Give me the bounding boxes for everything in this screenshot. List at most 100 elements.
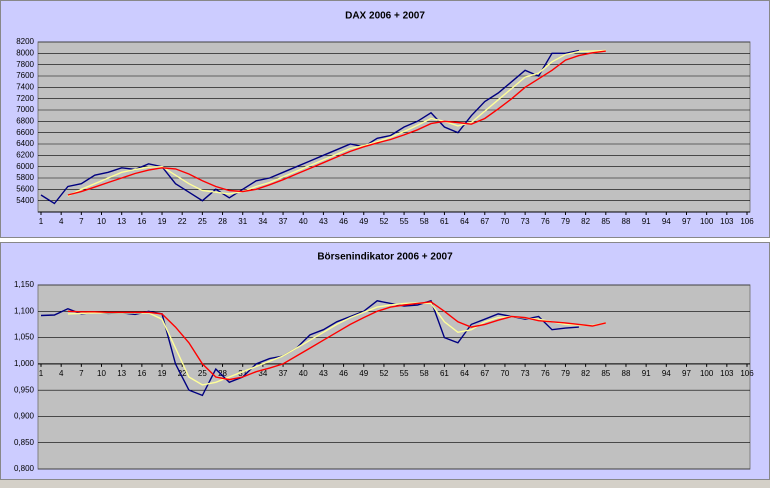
x-tick-label: 55 xyxy=(400,217,409,226)
chart-dax: DAX 2006 + 2007 5400 5600 5800 6000 6200 6400… xyxy=(0,0,770,238)
x-tick-label: 58 xyxy=(420,217,429,226)
taskbar-strip xyxy=(0,480,770,488)
x-tick-label: 28 xyxy=(218,369,227,378)
x-tick-label: 88 xyxy=(622,369,631,378)
chart-title: DAX 2006 + 2007 xyxy=(345,11,425,22)
x-tick-label: 16 xyxy=(137,369,146,378)
x-tick-label: 67 xyxy=(480,217,489,226)
x-tick-label: 103 xyxy=(720,217,734,226)
series-line xyxy=(67,301,606,381)
series-line xyxy=(67,50,606,196)
y-tick-label: 6000 xyxy=(16,162,34,171)
x-tick-label: 10 xyxy=(97,217,106,226)
x-tick-label: 46 xyxy=(339,369,348,378)
y-tick-label: 0,950 xyxy=(14,385,35,394)
x-tick-label: 88 xyxy=(622,217,631,226)
x-tick-label: 22 xyxy=(178,369,187,378)
x-tick-label: 43 xyxy=(319,217,328,226)
x-tick-label: 79 xyxy=(561,217,570,226)
y-tick-label: 6800 xyxy=(16,116,34,125)
x-tick-label: 97 xyxy=(682,369,691,378)
x-tick-label: 97 xyxy=(682,217,691,226)
x-tick-label: 103 xyxy=(720,369,734,378)
x-tick-label: 73 xyxy=(521,369,530,378)
x-tick-label: 43 xyxy=(319,369,328,378)
x-tick-label: 13 xyxy=(117,369,126,378)
y-tick-label: 7200 xyxy=(16,94,34,103)
y-tick-label: 1,000 xyxy=(14,359,35,368)
x-tick-label: 37 xyxy=(279,369,288,378)
x-tick-label: 55 xyxy=(400,369,409,378)
x-tick-label: 76 xyxy=(541,369,550,378)
x-tick-label: 94 xyxy=(662,369,671,378)
y-tick-label: 5600 xyxy=(16,184,34,193)
x-tick-label: 70 xyxy=(500,217,509,226)
x-tick-label: 28 xyxy=(218,217,227,226)
y-tick-label: 0,900 xyxy=(14,412,35,421)
x-tick-label: 100 xyxy=(700,369,714,378)
plot-area xyxy=(37,41,751,213)
series-line xyxy=(40,49,580,205)
x-tick-label: 100 xyxy=(700,217,714,226)
y-tick-label: 0,800 xyxy=(14,464,35,473)
x-tick-label: 16 xyxy=(137,217,146,226)
x-tick-label: 40 xyxy=(299,369,308,378)
x-tick-label: 7 xyxy=(79,369,84,378)
x-tick-label: 34 xyxy=(258,369,267,378)
x-tick-label: 31 xyxy=(238,369,247,378)
x-tick-label: 25 xyxy=(198,217,207,226)
x-tick-label: 82 xyxy=(581,217,590,226)
y-tick-label: 1,050 xyxy=(14,333,35,342)
x-tick-label: 40 xyxy=(299,217,308,226)
x-tick-label: 70 xyxy=(500,369,509,378)
x-tick-label: 22 xyxy=(178,217,187,226)
x-tick-label: 106 xyxy=(740,217,754,226)
series-line xyxy=(40,299,579,397)
x-tick-label: 1 xyxy=(39,217,44,226)
x-tick-label: 79 xyxy=(561,369,570,378)
y-tick-label: 7600 xyxy=(16,71,34,80)
series-line xyxy=(67,49,606,197)
x-tick-label: 52 xyxy=(379,217,388,226)
y-tick-label: 1,150 xyxy=(14,280,35,289)
x-tick-label: 49 xyxy=(359,369,368,378)
x-tick-label: 31 xyxy=(238,217,247,226)
x-tick-label: 91 xyxy=(642,369,651,378)
y-tick-label: 7000 xyxy=(16,105,34,114)
x-tick-label: 52 xyxy=(379,369,388,378)
y-tick-label: 6400 xyxy=(16,139,34,148)
x-tick-label: 64 xyxy=(460,369,469,378)
y-tick-label: 5800 xyxy=(16,173,34,182)
y-tick-label: 8200 xyxy=(16,37,34,46)
x-tick-label: 58 xyxy=(420,369,429,378)
x-tick-label: 19 xyxy=(158,217,167,226)
x-tick-label: 37 xyxy=(279,217,288,226)
x-tick-label: 34 xyxy=(258,217,267,226)
x-tick-label: 1 xyxy=(39,369,44,378)
x-tick-label: 106 xyxy=(740,369,754,378)
x-tick-label: 94 xyxy=(662,217,671,226)
y-tick-label: 0,850 xyxy=(14,438,35,447)
x-tick-label: 4 xyxy=(59,369,64,378)
x-tick-label: 61 xyxy=(440,369,449,378)
x-tick-label: 10 xyxy=(97,369,106,378)
y-tick-label: 6600 xyxy=(16,128,34,137)
x-tick-label: 19 xyxy=(158,369,167,378)
y-tick-label: 1,100 xyxy=(14,306,35,315)
y-tick-label: 7800 xyxy=(16,60,34,69)
y-tick-label: 5400 xyxy=(16,196,34,205)
y-tick-label: 6200 xyxy=(16,150,34,159)
x-tick-label: 76 xyxy=(541,217,550,226)
y-tick-label: 7400 xyxy=(16,82,34,91)
plot-area xyxy=(37,284,751,470)
x-tick-label: 64 xyxy=(460,217,469,226)
x-tick-label: 85 xyxy=(601,369,610,378)
chart-title: Börsenindikator 2006 + 2007 xyxy=(317,252,453,263)
x-tick-label: 91 xyxy=(642,217,651,226)
x-tick-label: 46 xyxy=(339,217,348,226)
x-tick-label: 25 xyxy=(198,369,207,378)
x-tick-label: 7 xyxy=(79,217,84,226)
x-tick-label: 85 xyxy=(601,217,610,226)
x-tick-label: 67 xyxy=(480,369,489,378)
